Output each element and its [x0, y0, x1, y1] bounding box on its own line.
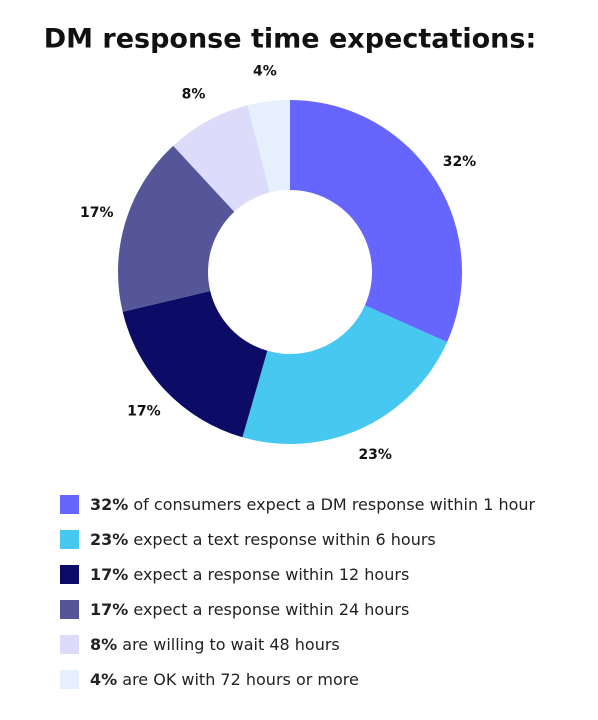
- donut-segment: [290, 100, 462, 343]
- legend-percent: 23%: [90, 530, 128, 549]
- legend-percent: 32%: [90, 495, 128, 514]
- donut-segment: [247, 100, 290, 193]
- legend-swatch: [60, 600, 79, 619]
- legend-entry: 23% expect a text response within 6 hour…: [90, 530, 436, 549]
- donut-segment: [122, 290, 268, 438]
- data-label: 23%: [358, 447, 392, 463]
- legend-entry: 17% expect a response within 12 hours: [90, 565, 409, 584]
- legend-label: of consumers expect a DM response within…: [133, 495, 535, 514]
- legend-percent: 17%: [90, 565, 128, 584]
- data-label: 8%: [182, 87, 206, 103]
- legend-percent: 4%: [90, 670, 117, 689]
- legend-entry: 32% of consumers expect a DM response wi…: [90, 495, 536, 514]
- chart-title: DM response time expectations:: [44, 24, 537, 55]
- legend-entry: 17% expect a response within 24 hours: [90, 600, 409, 619]
- donut-segment: [173, 105, 270, 212]
- legend-label: expect a text response within 6 hours: [133, 530, 435, 549]
- data-label: 4%: [253, 64, 277, 80]
- legend-entry: 4% are OK with 72 hours or more: [90, 670, 359, 689]
- data-label: 17%: [80, 205, 114, 221]
- legend-label: expect a response within 24 hours: [133, 600, 409, 619]
- donut-segment: [118, 145, 235, 312]
- legend-percent: 8%: [90, 635, 117, 654]
- legend-swatch: [60, 635, 79, 654]
- legend-swatch: [60, 670, 79, 689]
- legend-percent: 17%: [90, 600, 128, 619]
- data-label: 32%: [443, 154, 477, 170]
- legend-label: are willing to wait 48 hours: [122, 635, 339, 654]
- data-label: 17%: [127, 403, 161, 419]
- legend-swatch: [60, 495, 79, 514]
- legend-swatch: [60, 565, 79, 584]
- legend-swatch: [60, 530, 79, 549]
- donut-segment: [242, 305, 448, 444]
- legend-label: are OK with 72 hours or more: [122, 670, 359, 689]
- legend-entry: 8% are willing to wait 48 hours: [90, 635, 340, 654]
- legend-label: expect a response within 12 hours: [133, 565, 409, 584]
